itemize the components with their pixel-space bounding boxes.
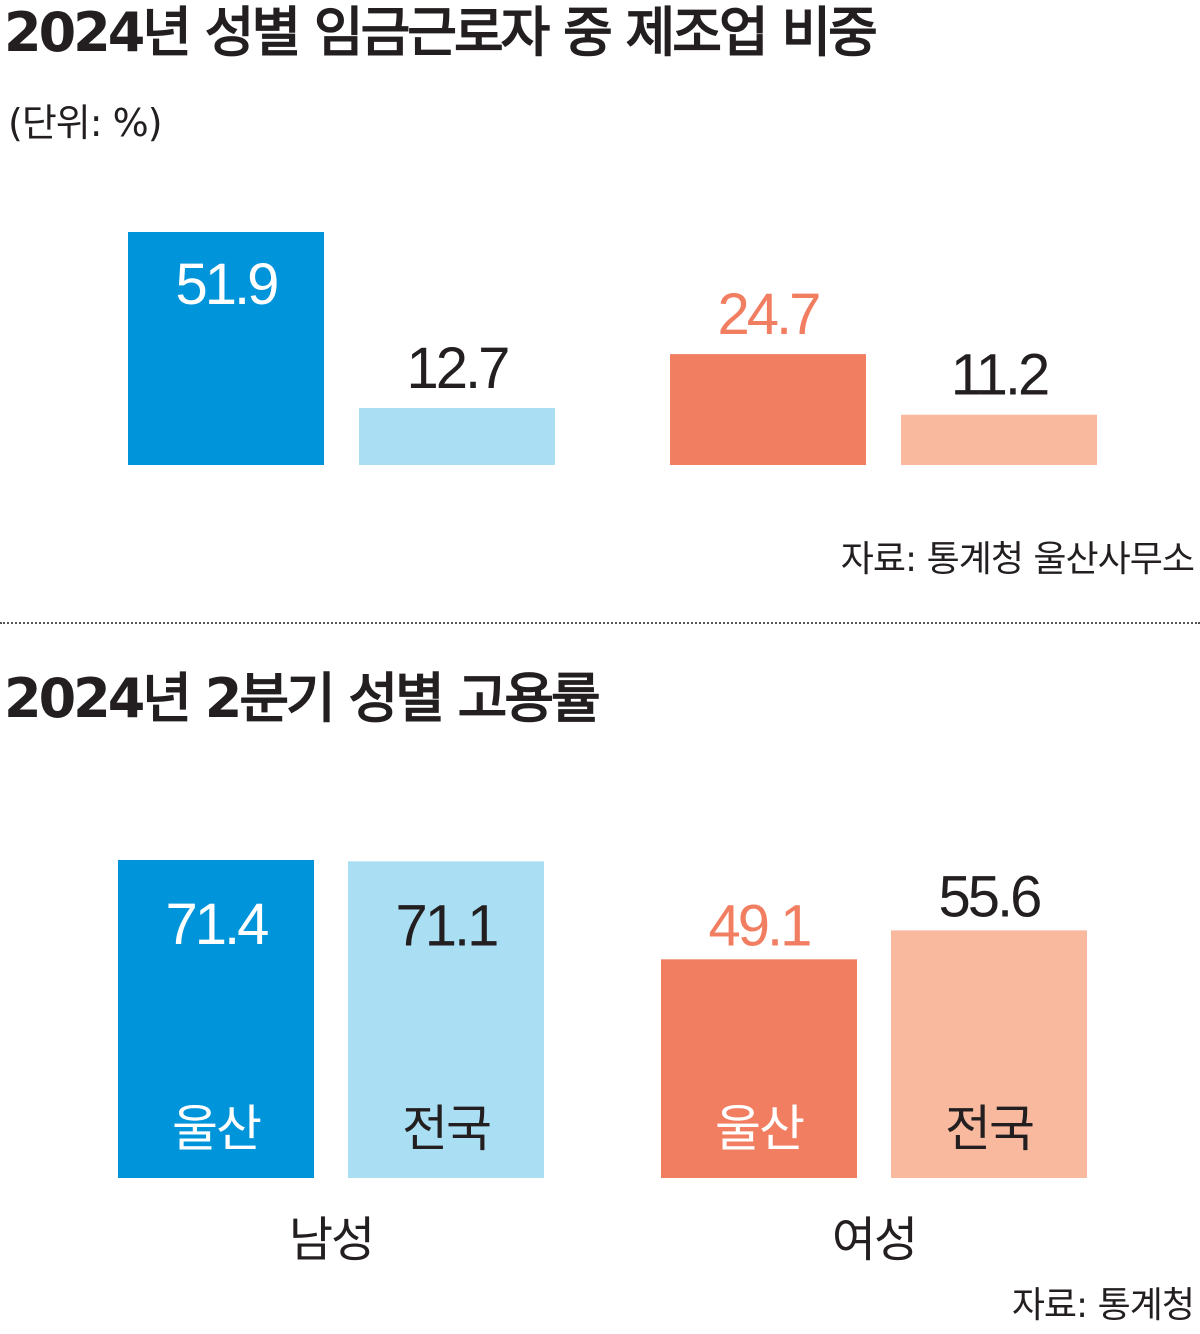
chart1-unit-label: (단위: %) <box>8 101 163 145</box>
chart1-source: 자료: 통계청 울산사무소 <box>840 539 1195 580</box>
bar-female-national <box>901 414 1097 465</box>
region-label-male-ulsan: 울산 <box>172 1100 261 1158</box>
value-label-female-national: 11.2 <box>951 343 1048 408</box>
region-label-female-national: 전국 <box>945 1100 1033 1158</box>
bar-female-ulsan <box>670 354 866 465</box>
section-divider <box>0 622 1200 624</box>
bar-male-ulsan <box>118 860 314 1178</box>
bar-male-national <box>348 861 544 1178</box>
value-label-male-national: 12.7 <box>407 336 509 401</box>
region-label-male-national: 전국 <box>402 1100 490 1158</box>
bar-male-ulsan <box>128 232 324 465</box>
chart1-title: 2024년 성별 임금근로자 중 제조업 비중 <box>4 1 878 64</box>
value-label-male-ulsan: 71.4 <box>166 892 269 957</box>
chart2-title: 2024년 2분기 성별 고용률 <box>4 667 601 730</box>
bar-female-national <box>891 930 1087 1178</box>
chart2-source: 자료: 통계청 <box>1011 1285 1195 1326</box>
region-label-female-ulsan: 울산 <box>715 1100 804 1158</box>
bar-male-national <box>359 407 555 465</box>
bar-female-ulsan <box>661 959 857 1178</box>
value-label-female-ulsan: 24.7 <box>718 282 820 347</box>
group-label-male: 남성 <box>289 1212 373 1268</box>
chart1-plot: 51.9 12.7 24.7 11.2 <box>128 232 1097 465</box>
value-label-female-national: 55.6 <box>939 864 1041 929</box>
group-label-female: 여성 <box>832 1212 916 1268</box>
value-label-female-ulsan: 49.1 <box>709 893 811 958</box>
value-label-male-national: 71.1 <box>396 893 498 958</box>
value-label-male-ulsan: 51.9 <box>176 252 278 317</box>
